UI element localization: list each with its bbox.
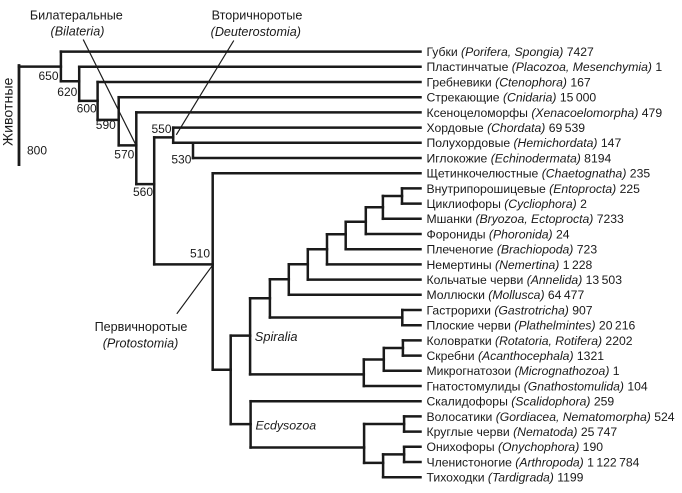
svg-text:Пластинчатые (Placozoa, Mesenc: Пластинчатые (Placozoa, Mesenchymia) 1 xyxy=(427,60,663,74)
svg-text:570: 570 xyxy=(114,147,134,161)
svg-text:Внутрипорошицевые (Entoprocta): Внутрипорошицевые (Entoprocta) 225 xyxy=(427,182,641,196)
svg-text:Иглокожие (Echinodermata) 8194: Иглокожие (Echinodermata) 8194 xyxy=(427,151,612,165)
svg-text:Тихоходки (Tardigrada) 1199: Тихоходки (Tardigrada) 1199 xyxy=(427,471,584,485)
svg-text:Микрогнатозои (Micrognathozoa): Микрогнатозои (Micrognathozoa) 1 xyxy=(427,364,620,378)
svg-text:Плеченогие (Brachiopoda) 723: Плеченогие (Brachiopoda) 723 xyxy=(427,243,598,257)
svg-text:Гнатостомулиды (Gnathostomulid: Гнатостомулиды (Gnathostomulida) 104 xyxy=(427,379,648,393)
svg-text:Круглые черви (Nematoda) 25 74: Круглые черви (Nematoda) 25 747 xyxy=(427,425,618,439)
svg-text:(Protostomia): (Protostomia) xyxy=(103,337,179,351)
svg-text:Билатеральные: Билатеральные xyxy=(30,9,123,23)
svg-text:560: 560 xyxy=(133,185,153,199)
svg-text:Мшанки (Bryozoa, Ectoprocta) 7: Мшанки (Bryozoa, Ectoprocta) 7233 xyxy=(427,212,625,226)
svg-text:Ecdysozoa: Ecdysozoa xyxy=(256,418,317,432)
svg-text:(Bilateria): (Bilateria) xyxy=(51,25,105,39)
svg-text:Форониды (Phoronida) 24: Форониды (Phoronida) 24 xyxy=(427,227,570,241)
svg-text:(Deuterostomia): (Deuterostomia) xyxy=(211,25,301,39)
svg-text:Плоские черви (Plathelmintes): Плоские черви (Plathelmintes) 20 216 xyxy=(427,319,636,333)
svg-text:Немертины (Nemertina) 1 228: Немертины (Nemertina) 1 228 xyxy=(427,258,593,272)
svg-text:Гастрорихи (Gastrotricha) 907: Гастрорихи (Gastrotricha) 907 xyxy=(427,303,593,317)
svg-text:Кольчатые черви (Annelida) 13: Кольчатые черви (Annelida) 13 503 xyxy=(427,273,623,287)
svg-text:Моллюски (Mollusca) 64 477: Моллюски (Mollusca) 64 477 xyxy=(427,288,585,302)
svg-text:Полухордовые (Hemichordata) 14: Полухордовые (Hemichordata) 147 xyxy=(427,136,622,150)
svg-text:Вторичноротые: Вторичноротые xyxy=(212,9,303,23)
svg-text:590: 590 xyxy=(96,118,116,132)
svg-text:Скребни (Acanthocephala) 1321: Скребни (Acanthocephala) 1321 xyxy=(427,349,605,363)
svg-text:530: 530 xyxy=(171,153,191,167)
svg-text:Коловратки (Rotatoria, Rotifer: Коловратки (Rotatoria, Rotifera) 2202 xyxy=(427,334,633,348)
svg-text:Животные: Животные xyxy=(1,77,17,146)
svg-text:600: 600 xyxy=(77,101,97,115)
svg-text:Первичноротые: Первичноротые xyxy=(95,320,188,334)
svg-text:Членистоногие (Arthropoda) 1 1: Членистоногие (Arthropoda) 1 122 784 xyxy=(427,455,640,469)
svg-text:Spiralia: Spiralia xyxy=(255,329,298,344)
svg-text:550: 550 xyxy=(151,122,171,136)
svg-text:Губки (Porifera, Spongia) 7427: Губки (Porifera, Spongia) 7427 xyxy=(427,45,595,59)
svg-text:650: 650 xyxy=(38,69,58,83)
svg-text:Циклиофоры (Cycliophora) 2: Циклиофоры (Cycliophora) 2 xyxy=(427,197,588,211)
svg-text:Волосатики (Gordiacea, Nematom: Волосатики (Gordiacea, Nematomorpha) 524 xyxy=(427,410,675,424)
svg-text:Скалидофоры (Scalidophora) 259: Скалидофоры (Scalidophora) 259 xyxy=(427,395,615,409)
svg-text:Онихофоры (Onychophora) 190: Онихофоры (Onychophora) 190 xyxy=(427,440,604,454)
svg-text:800: 800 xyxy=(27,144,47,158)
svg-text:Хордовые (Chordata) 69 539: Хордовые (Chordata) 69 539 xyxy=(427,121,586,135)
svg-text:510: 510 xyxy=(190,247,210,261)
svg-text:Гребневики (Ctenophora) 167: Гребневики (Ctenophora) 167 xyxy=(427,75,591,89)
svg-text:620: 620 xyxy=(57,85,77,99)
svg-text:Ксеноцеломорфы (Xenacoelomorph: Ксеноцеломорфы (Xenacoelomorpha) 479 xyxy=(427,106,663,120)
svg-text:Стрекающие (Cnidaria) 15 000: Стрекающие (Cnidaria) 15 000 xyxy=(427,91,597,105)
svg-text:Щетинкочелюстные (Chaetognatha: Щетинкочелюстные (Chaetognatha) 235 xyxy=(427,167,651,181)
